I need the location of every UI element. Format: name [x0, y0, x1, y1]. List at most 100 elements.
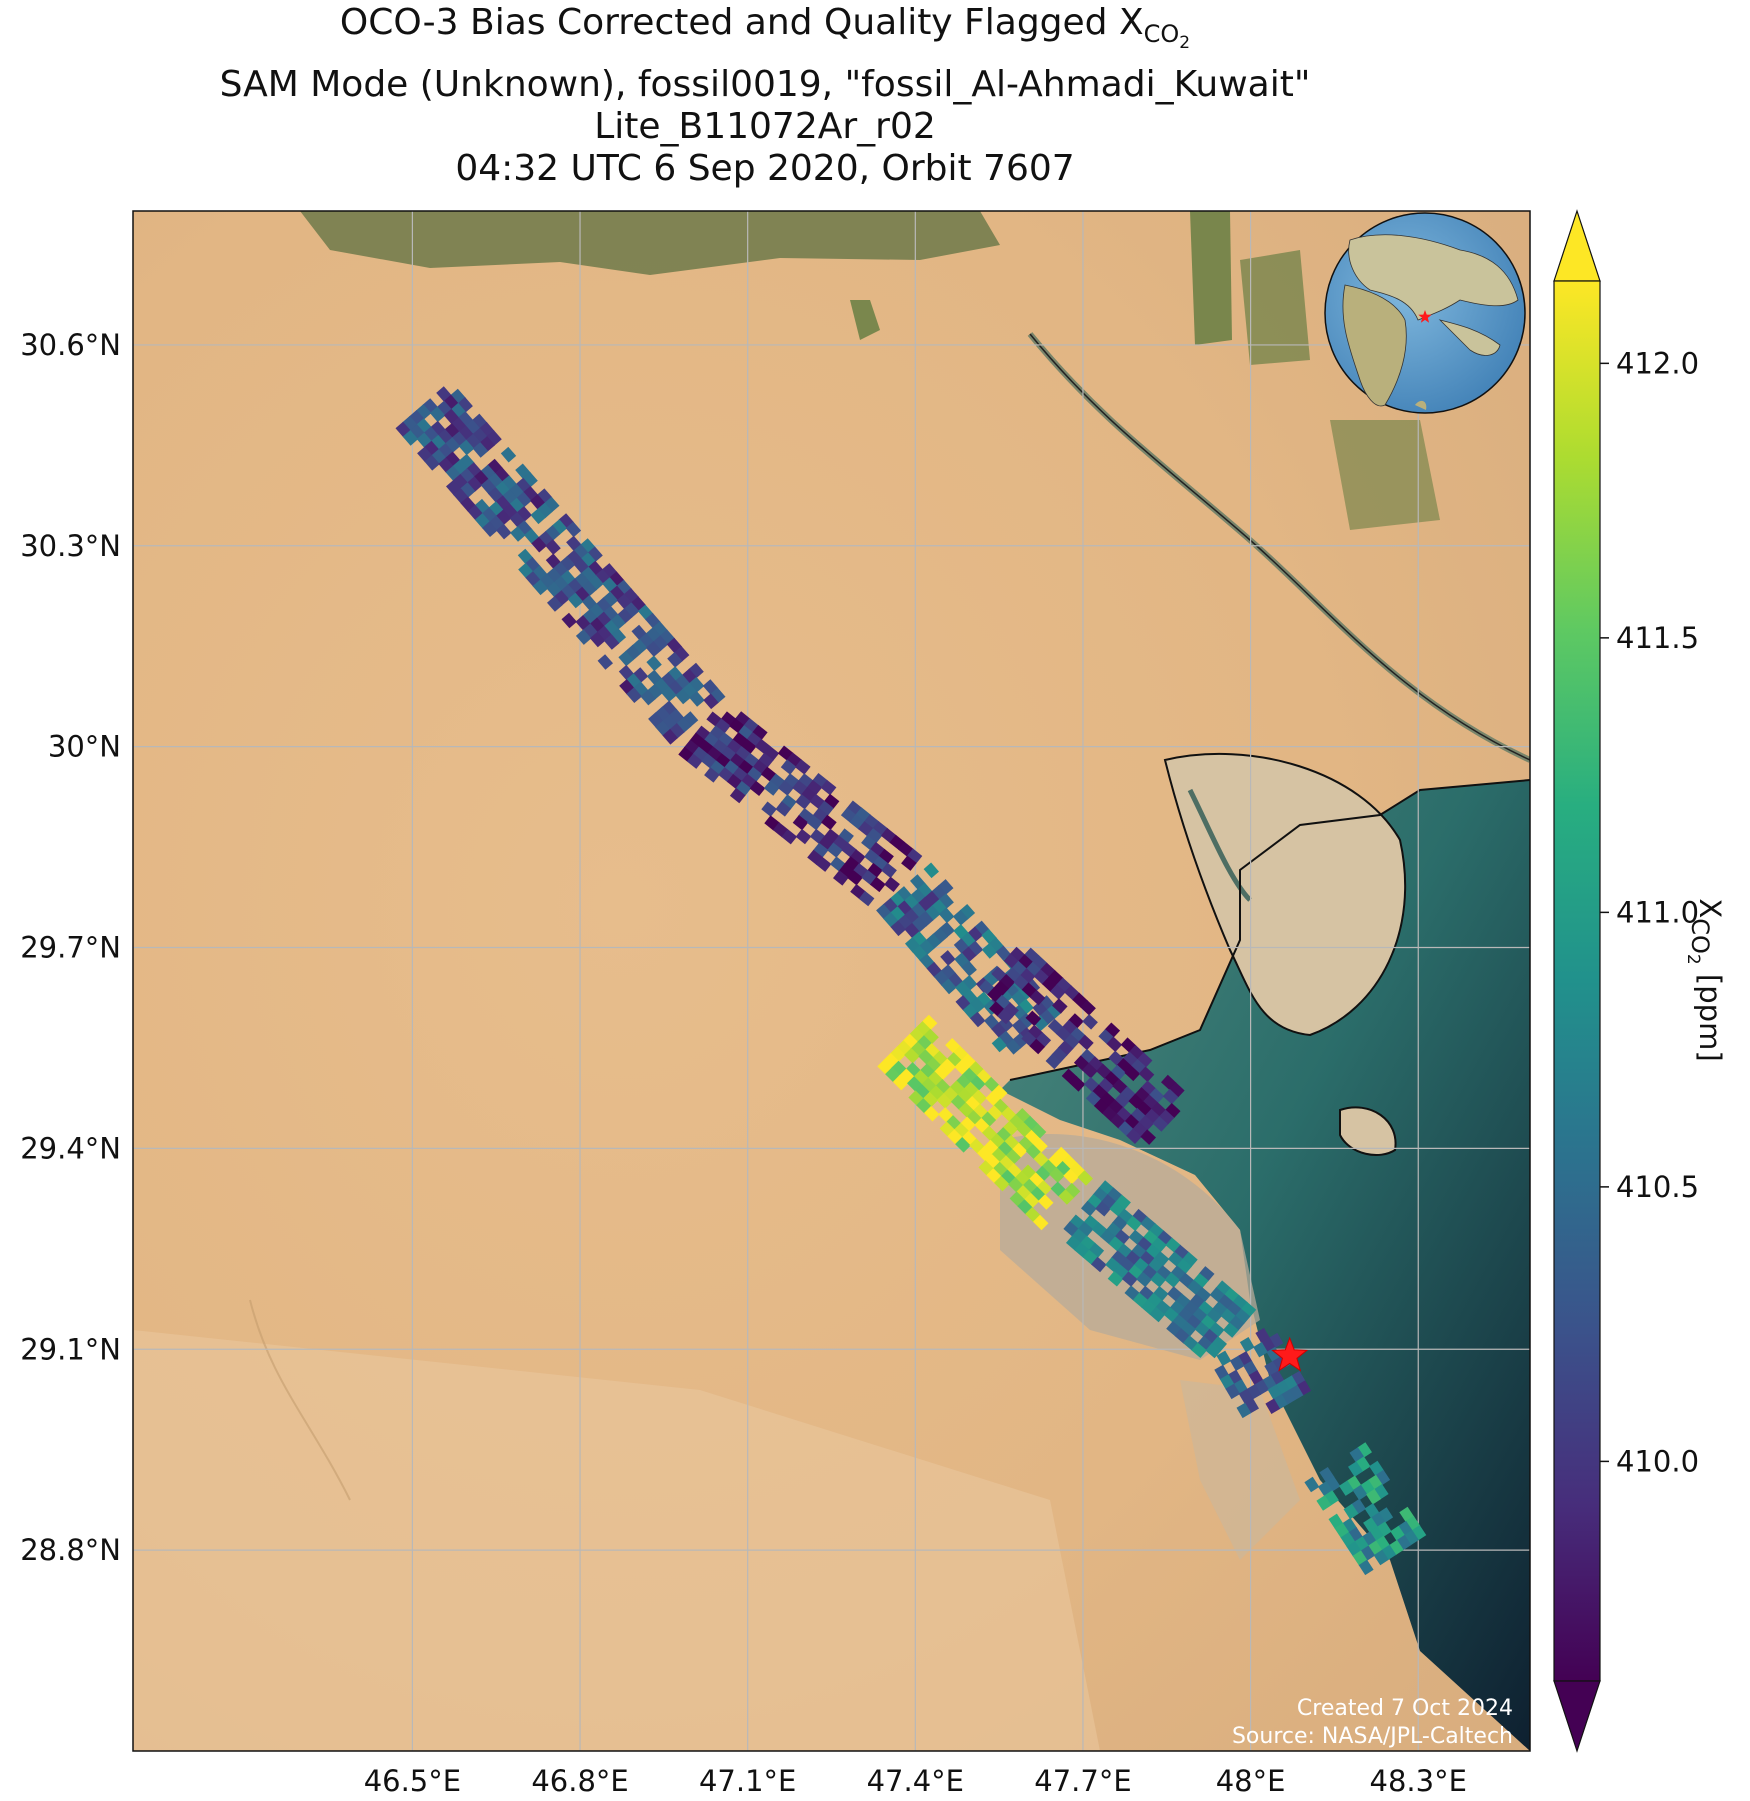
xco2-sounding [1029, 989, 1046, 1006]
xco2-sounding [1240, 1301, 1257, 1318]
xco2-sounding [588, 574, 604, 591]
xco2-sounding [667, 652, 683, 668]
xco2-sounding [1403, 1530, 1419, 1546]
xco2-sounding [890, 1046, 906, 1063]
xco2-sounding [531, 536, 547, 553]
xco2-sounding [761, 801, 777, 817]
xco2-sounding [1225, 1383, 1241, 1400]
xco2-sounding [1316, 1495, 1332, 1511]
xco2-sounding [567, 592, 584, 609]
xco2-sounding [1035, 1032, 1052, 1048]
xco2-sounding [429, 406, 446, 423]
xco2-sounding [1193, 1273, 1209, 1289]
xco2-sounding [1121, 1271, 1138, 1287]
colorbar-tick-label: 411.0 [1616, 895, 1699, 929]
xco2-sounding [1138, 1115, 1154, 1131]
xco2-sounding [674, 646, 690, 662]
xco2-sounding [661, 686, 677, 702]
xco2-sounding [1228, 1315, 1245, 1331]
xco2-sounding [815, 856, 832, 872]
xco2-sounding [1239, 1337, 1255, 1353]
xco2-sounding [1169, 1082, 1185, 1098]
colorbar-gradient [1553, 280, 1601, 1682]
xco2-sounding [1078, 1034, 1094, 1051]
xco2-sounding [460, 482, 476, 498]
xco2-sounding [1104, 1022, 1121, 1038]
xco2-sounding [933, 1064, 950, 1081]
lat-tick-label: 30.6°N [20, 328, 121, 362]
xco2-sounding [746, 766, 763, 783]
xco2-sounding [1063, 1168, 1079, 1185]
xco2-sounding [932, 927, 948, 944]
xco2-sounding [532, 579, 548, 596]
xco2-sounding [901, 855, 917, 871]
xco2-sounding [892, 1074, 909, 1091]
xco2-sounding [1366, 1488, 1382, 1505]
xco2-sounding [1107, 1271, 1124, 1287]
xco2-sounding [1082, 1014, 1098, 1030]
xco2-sounding [522, 471, 538, 488]
map-background [133, 211, 1530, 1751]
xco2-sounding [602, 591, 619, 608]
lon-tick-label: 46.5°E [364, 1764, 461, 1798]
xco2-sounding [925, 933, 942, 950]
xco2-sounding [1244, 1398, 1259, 1414]
lon-tick-label: 48°E [1216, 1764, 1286, 1798]
xco2-sounding [781, 794, 797, 810]
xco2-sounding [1025, 1010, 1042, 1027]
xco2-sounding [1304, 1476, 1320, 1493]
xco2-sounding [710, 687, 726, 704]
xco2-sounding [500, 446, 517, 463]
xco2-sounding [1049, 1167, 1065, 1183]
figure-title: OCO-3 Bias Corrected and Quality Flagged… [0, 2, 1530, 190]
xco2-sounding [866, 828, 883, 844]
xco2-sounding [1205, 1342, 1222, 1359]
xco2-sounding [1019, 968, 1036, 984]
xco2-sounding [1152, 1286, 1169, 1302]
xco2-sounding [740, 739, 757, 755]
xco2-sounding [1265, 1398, 1281, 1414]
xco2-sounding [1138, 1066, 1155, 1082]
xco2-sounding [537, 502, 553, 519]
lon-tick-label: 46.8°E [531, 1764, 628, 1798]
xco2-sounding [1182, 1251, 1198, 1268]
xco2-sounding [715, 718, 731, 734]
xco2-sounding [1358, 1559, 1374, 1576]
xco2-sounding [1126, 1128, 1142, 1144]
xco2-sounding [981, 943, 998, 959]
xco2-sounding [1376, 1521, 1392, 1537]
xco2-sounding [1080, 1000, 1096, 1016]
xco2-sounding [1091, 1256, 1107, 1273]
longitude-tick-labels: 46.5°E 46.8°E 47.1°E 47.4°E 47.7°E 48°E 48.3°E [364, 1764, 1467, 1798]
xco2-sounding [820, 779, 837, 796]
xco2-sounding [1003, 1002, 1019, 1018]
xco2-sounding [632, 667, 649, 683]
xco2-sounding [626, 687, 642, 703]
xco2-sounding [1234, 1308, 1251, 1325]
xco2-sounding [1124, 1065, 1141, 1082]
xco2-sounding [486, 430, 502, 446]
lat-tick-label: 30.3°N [20, 529, 121, 563]
xco2-sounding [971, 1089, 987, 1106]
xco2-sounding [924, 1105, 940, 1122]
xco2-sounding [961, 960, 977, 977]
map-gridlines [133, 211, 1530, 1751]
xco2-sounding [997, 1008, 1013, 1025]
xco2-sounding [795, 759, 811, 775]
xco2-sounding [994, 1175, 1010, 1192]
xco2-sounding [1236, 1402, 1252, 1419]
xco2-sounding [827, 842, 843, 858]
colorbar-tick-label: 411.5 [1616, 621, 1699, 655]
xco2-sounding [1164, 1103, 1181, 1119]
xco2-sounding [597, 654, 613, 670]
xco2-sounding [795, 794, 811, 810]
xco2-sounding [833, 870, 849, 886]
xco2-sounding [991, 1084, 1008, 1101]
colorbar: 410.0 410.5 411.0 411.5 412.0 XCO2 [ppm] [1553, 209, 1727, 1753]
xco2-sounding [544, 525, 561, 541]
xco2-sounding [999, 974, 1015, 990]
xco2-sounding [516, 491, 532, 508]
xco2-sounding [967, 926, 983, 943]
xco2-sounding [1339, 1480, 1354, 1496]
xco2-sounding [1268, 1332, 1284, 1349]
